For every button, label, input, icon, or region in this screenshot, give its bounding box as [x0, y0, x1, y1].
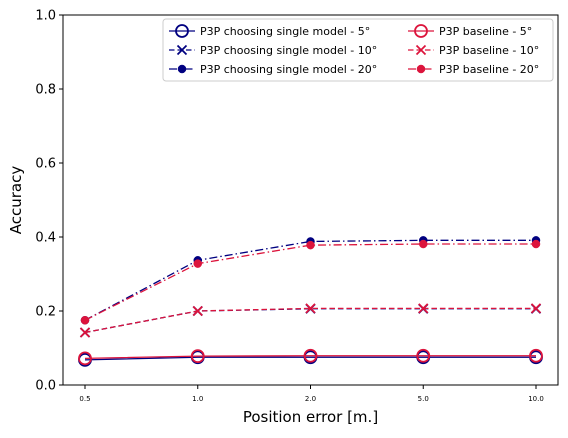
legend-label: P3P baseline - 10°: [439, 44, 539, 57]
legend-swatch-marker: [177, 64, 187, 74]
legend-item: P3P baseline - 10°: [408, 44, 539, 57]
data-point: [303, 348, 318, 363]
y-tick-label: 1.0: [35, 9, 56, 24]
legend-swatch-marker: [175, 24, 189, 38]
data-point: [418, 303, 429, 314]
series-line: [84, 356, 536, 361]
legend: P3P choosing single model - 5° P3P choosi…: [162, 18, 554, 82]
y-axis-label: Accuracy: [7, 166, 25, 235]
series-4: [79, 303, 542, 338]
legend-label: P3P choosing single model - 5°: [200, 25, 370, 38]
data-point: [190, 349, 205, 364]
legend-swatch-marker: [415, 44, 427, 56]
series-2: [80, 236, 541, 325]
series-3: [78, 348, 543, 366]
data-point: [529, 348, 543, 363]
legend-item: P3P baseline - 20°: [408, 63, 539, 76]
data-point: [80, 316, 90, 325]
y-tick-label: 0.0: [35, 379, 56, 394]
series-5: [80, 239, 541, 325]
x-tick-label: 1.0: [192, 395, 203, 403]
x-tick-label: 0.5: [79, 395, 90, 403]
series-line: [84, 355, 536, 360]
legend-item: P3P choosing single model - 10°: [169, 44, 377, 57]
data-point: [306, 240, 315, 250]
data-point: [416, 348, 431, 363]
legend-item: P3P choosing single model - 5°: [169, 24, 370, 38]
legend-swatch-marker: [414, 24, 428, 38]
legend-label: P3P choosing single model - 10°: [200, 44, 377, 57]
data-point: [530, 303, 542, 314]
legend-swatch-marker: [176, 44, 188, 56]
series-line: [84, 308, 536, 334]
data-point: [193, 259, 202, 268]
y-tick-label: 0.6: [35, 157, 56, 172]
legend-swatch-marker: [416, 64, 426, 74]
data-point: [192, 305, 203, 317]
legend-box: [162, 18, 554, 82]
x-tick-label: 2.0: [305, 395, 316, 403]
legend-item: P3P choosing single model - 20°: [169, 63, 377, 76]
legend-label: P3P baseline - 5°: [439, 25, 532, 38]
y-tick-label: 0.4: [35, 231, 56, 246]
data-point: [79, 327, 91, 338]
data-point: [419, 239, 428, 249]
series-line: [84, 239, 536, 321]
series-0: [78, 350, 543, 367]
y-tick-label: 0.8: [35, 83, 56, 98]
legend-label: P3P baseline - 20°: [439, 63, 539, 76]
series-line: [84, 307, 536, 334]
data-point: [78, 351, 92, 366]
legend-label: P3P choosing single model - 20°: [200, 63, 377, 76]
data-point: [305, 303, 316, 314]
x-axis-label: Position error [m.]: [243, 408, 378, 426]
y-tick-label: 0.2: [35, 305, 56, 320]
legend-item: P3P baseline - 5°: [408, 24, 532, 38]
data-point: [531, 239, 541, 249]
x-tick-label: 5.0: [418, 395, 429, 403]
x-tick-label: 10.0: [528, 395, 544, 403]
